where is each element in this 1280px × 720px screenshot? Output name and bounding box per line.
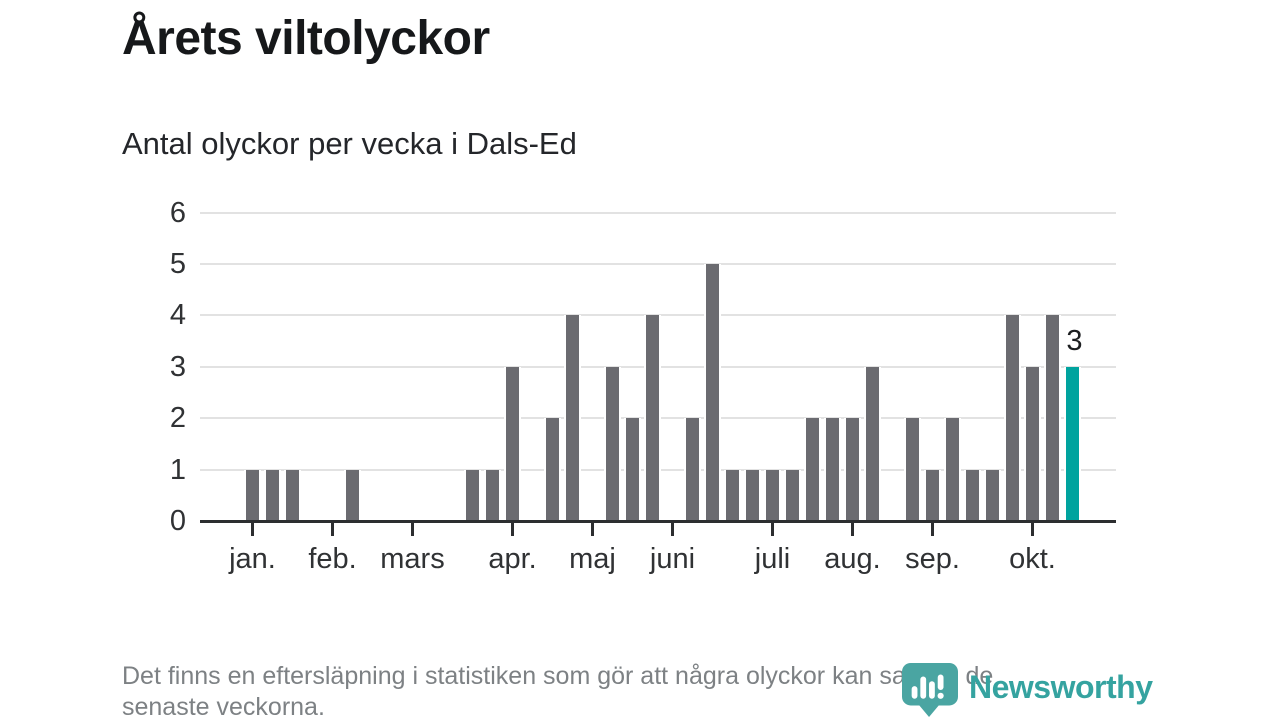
month-tick-label: juni	[649, 543, 696, 575]
month-tick-label: jan.	[229, 543, 276, 575]
y-axis-tick-label: 2	[169, 402, 186, 435]
gridline	[200, 211, 1116, 214]
bar	[946, 418, 959, 521]
month-tick-label: maj	[569, 543, 616, 575]
bar	[786, 469, 799, 521]
newsworthy-logo-text: Newsworthy	[969, 669, 1153, 705]
bar	[546, 418, 559, 521]
x-axis-line	[200, 520, 1116, 523]
bar	[826, 418, 839, 521]
bar	[846, 418, 859, 521]
bar	[1046, 315, 1059, 521]
month-tick	[411, 523, 414, 536]
bar	[266, 469, 279, 521]
month-tick	[331, 523, 334, 536]
footnote: Det finns en eftersläpning i statistiken…	[122, 661, 1182, 720]
month-tick	[591, 523, 594, 536]
bar	[706, 264, 719, 521]
bar	[986, 469, 999, 521]
month-tick	[1031, 523, 1034, 536]
bar	[626, 418, 639, 521]
y-axis-tick-label: 4	[169, 299, 186, 332]
bar	[646, 315, 659, 521]
bar	[1026, 366, 1039, 521]
newsworthy-logo: Newsworthy	[901, 662, 1153, 720]
month-tick-label: okt.	[1009, 543, 1056, 575]
bar	[1006, 315, 1019, 521]
y-axis-tick-label: 3	[169, 350, 186, 383]
chart-subtitle: Antal olyckor per vecka i Dals-Ed	[122, 126, 577, 161]
bar-value-label: 3	[1066, 324, 1083, 357]
bar	[346, 469, 359, 521]
bar	[286, 469, 299, 521]
month-tick-label: sep.	[905, 543, 960, 575]
bar	[866, 366, 879, 521]
bar	[746, 469, 759, 521]
bar	[926, 469, 939, 521]
footnote-line-2: senaste veckorna.	[122, 693, 325, 720]
y-axis-tick-label: 6	[169, 196, 186, 229]
bar	[726, 469, 739, 521]
bar	[246, 469, 259, 521]
gridline	[200, 263, 1116, 265]
page-title: Årets viltolyckor	[122, 12, 490, 65]
month-tick	[931, 523, 934, 536]
month-tick	[511, 523, 514, 536]
highlighted-bar	[1066, 366, 1079, 521]
month-tick	[671, 523, 674, 536]
bar	[686, 418, 699, 521]
bar	[486, 469, 499, 521]
bar	[806, 418, 819, 521]
newsworthy-pin-barchart-icon	[901, 662, 959, 720]
month-tick-label: mars	[380, 543, 445, 575]
y-axis-tick-label: 0	[169, 505, 186, 537]
month-tick	[771, 523, 774, 536]
bar	[566, 315, 579, 521]
bar	[606, 366, 619, 521]
month-tick	[251, 523, 254, 536]
month-tick-label: feb.	[308, 543, 357, 575]
month-tick-label: aug.	[824, 543, 881, 575]
y-axis-tick-label: 5	[169, 248, 186, 280]
y-axis-tick-label: 1	[169, 453, 186, 486]
bar	[906, 418, 919, 521]
footnote-line-1: Det finns en eftersläpning i statistiken…	[122, 662, 994, 690]
month-tick-label: juli	[754, 543, 791, 575]
month-tick-label: apr.	[488, 543, 537, 575]
bar	[466, 469, 479, 521]
bar	[766, 469, 779, 521]
bar	[506, 366, 519, 521]
month-tick	[851, 523, 854, 536]
bar	[966, 469, 979, 521]
